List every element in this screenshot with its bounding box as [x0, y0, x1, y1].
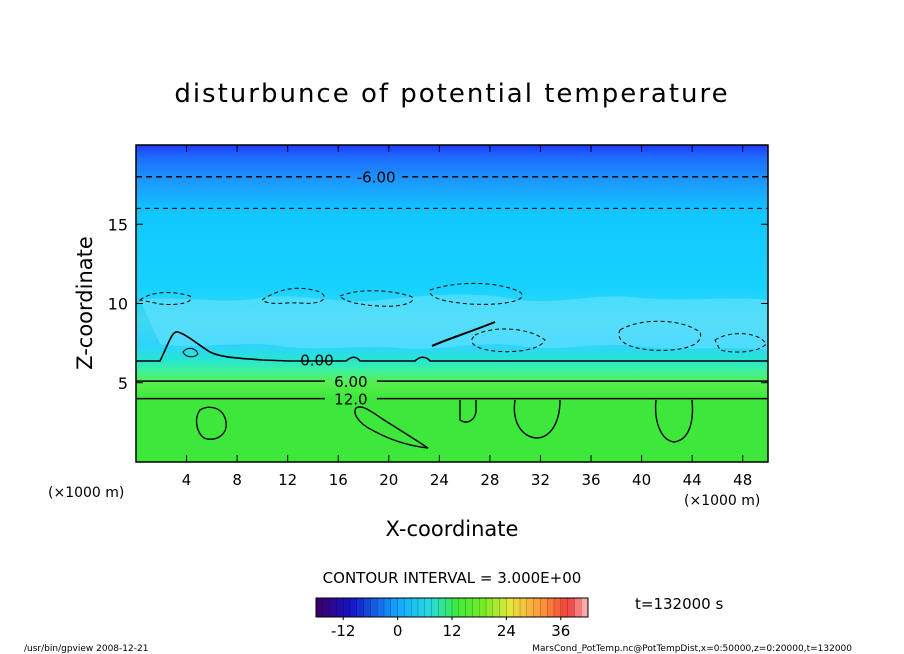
x-tick-label: 20	[379, 471, 398, 489]
contour-pos-wave	[431, 321, 496, 347]
x-axis-unit-right: (×1000 m)	[684, 493, 760, 509]
colorbar-tick-label: -12	[331, 622, 356, 640]
colorbar-cell	[540, 598, 548, 617]
colorbar-cell	[390, 598, 399, 617]
x-tick-label: 12	[278, 471, 297, 489]
y-tick-label: 5	[118, 374, 128, 393]
contour-pos-bump	[182, 347, 199, 358]
contour-neg-small-4	[471, 328, 546, 353]
colorbar-cell	[329, 598, 337, 617]
colorbar-cell	[418, 598, 426, 617]
colorbar-cell	[492, 598, 501, 617]
colorbar-cell	[581, 598, 589, 617]
colorbar-cell	[370, 598, 378, 617]
colorbar-tick-label: 24	[497, 622, 516, 640]
colorbar-tick-label: 12	[442, 622, 461, 640]
colorbar-cell	[424, 598, 433, 617]
contour-neg-small-2	[339, 290, 414, 307]
colorbar-cell	[445, 598, 453, 617]
colorbar-cell	[438, 598, 446, 617]
x-tick-label: 8	[232, 471, 242, 489]
colorbar-cell	[384, 598, 392, 617]
x-tick-label: 36	[581, 471, 600, 489]
x-axis-unit-left: (×1000 m)	[48, 485, 124, 501]
x-axis-label: X-coordinate	[386, 517, 519, 541]
colorbar-cell	[343, 598, 351, 617]
colorbar-tick-label: 36	[551, 622, 570, 640]
contour-cell-4	[513, 399, 561, 439]
contour-cell-2	[354, 406, 429, 449]
colorbar-cell	[316, 598, 324, 617]
footer-right: MarsCond_PotTemp.nc@PotTempDist,x=0:5000…	[532, 644, 852, 654]
colorbar-cell	[520, 598, 528, 617]
cloud-layer-patch	[140, 294, 768, 350]
contour-cell-1	[195, 406, 227, 440]
x-tick-label: 32	[531, 471, 550, 489]
footer-left: /usr/bin/gpview 2008-12-21	[24, 644, 148, 654]
contour-neg-small-6	[138, 292, 192, 305]
chart-title: disturbunce of potential temperature	[174, 79, 729, 109]
colorbar-cell	[567, 598, 575, 617]
x-tick-label: 4	[182, 471, 192, 489]
contour-interval: CONTOUR INTERVAL = 3.000E+00	[323, 569, 582, 587]
contour-label: 6.00	[334, 373, 367, 391]
contour-label: 0.00	[300, 352, 333, 370]
colorbar-cell	[499, 598, 507, 617]
colorbar-cell	[431, 598, 439, 617]
colorbar-cell	[533, 598, 541, 617]
colorbar-cell	[486, 598, 494, 617]
contour-label: 12.0	[334, 391, 367, 409]
x-tick-label: 28	[480, 471, 499, 489]
colorbar-cell	[356, 598, 365, 617]
colorbar-cell	[377, 598, 385, 617]
y-axis-label: Z-coordinate	[73, 236, 97, 370]
contour-lines	[136, 283, 768, 362]
colorbar: -12 0 12 24 36	[315, 597, 589, 640]
contour-cell-5	[654, 399, 694, 443]
x-tick-label: 40	[632, 471, 651, 489]
colorbar-cell	[574, 598, 582, 617]
y-tick-label: 15	[108, 215, 128, 234]
colorbar-cell	[472, 598, 480, 617]
colorbar-cell	[452, 598, 460, 617]
contour-cell-3	[459, 400, 477, 423]
colorbar-cell	[506, 598, 514, 617]
contour-label: -6.00	[357, 169, 396, 187]
y-axis: 5 10 15	[108, 215, 768, 393]
colorbar-cell	[560, 598, 569, 617]
contour-zero	[136, 331, 768, 362]
lower-contours	[195, 399, 694, 449]
colorbar-tick-label: 0	[393, 622, 403, 640]
contour-neg-small-7	[714, 333, 767, 353]
colorbar-cell	[513, 598, 521, 617]
colorbar-cell	[336, 598, 344, 617]
time-label: t=132000 s	[635, 595, 723, 613]
contour-neg-small-3	[429, 283, 523, 305]
contour-neg-small-1	[261, 287, 325, 304]
x-tick-label: 48	[733, 471, 752, 489]
colorbar-cell	[397, 598, 405, 617]
colorbar-cell	[465, 598, 473, 617]
x-tick-label: 16	[329, 471, 348, 489]
colorbar-cell	[479, 598, 487, 617]
contour-neg-small-5	[618, 320, 702, 351]
colorbar-cell	[411, 598, 419, 617]
colorbar-cell	[363, 598, 371, 617]
x-axis: 4 8 12 16 20 24 28 32 36 40 44 48	[182, 145, 752, 489]
colorbar-cell	[458, 598, 467, 617]
colorbar-cell	[526, 598, 535, 617]
colorbar-cell	[404, 598, 412, 617]
colorbar-cell	[554, 598, 562, 617]
y-tick-label: 10	[108, 295, 128, 314]
colorbar-cell	[547, 598, 555, 617]
x-tick-label: 44	[683, 471, 702, 489]
colorbar-cell	[350, 598, 358, 617]
colorbar-cell	[322, 598, 331, 617]
x-tick-label: 24	[430, 471, 449, 489]
